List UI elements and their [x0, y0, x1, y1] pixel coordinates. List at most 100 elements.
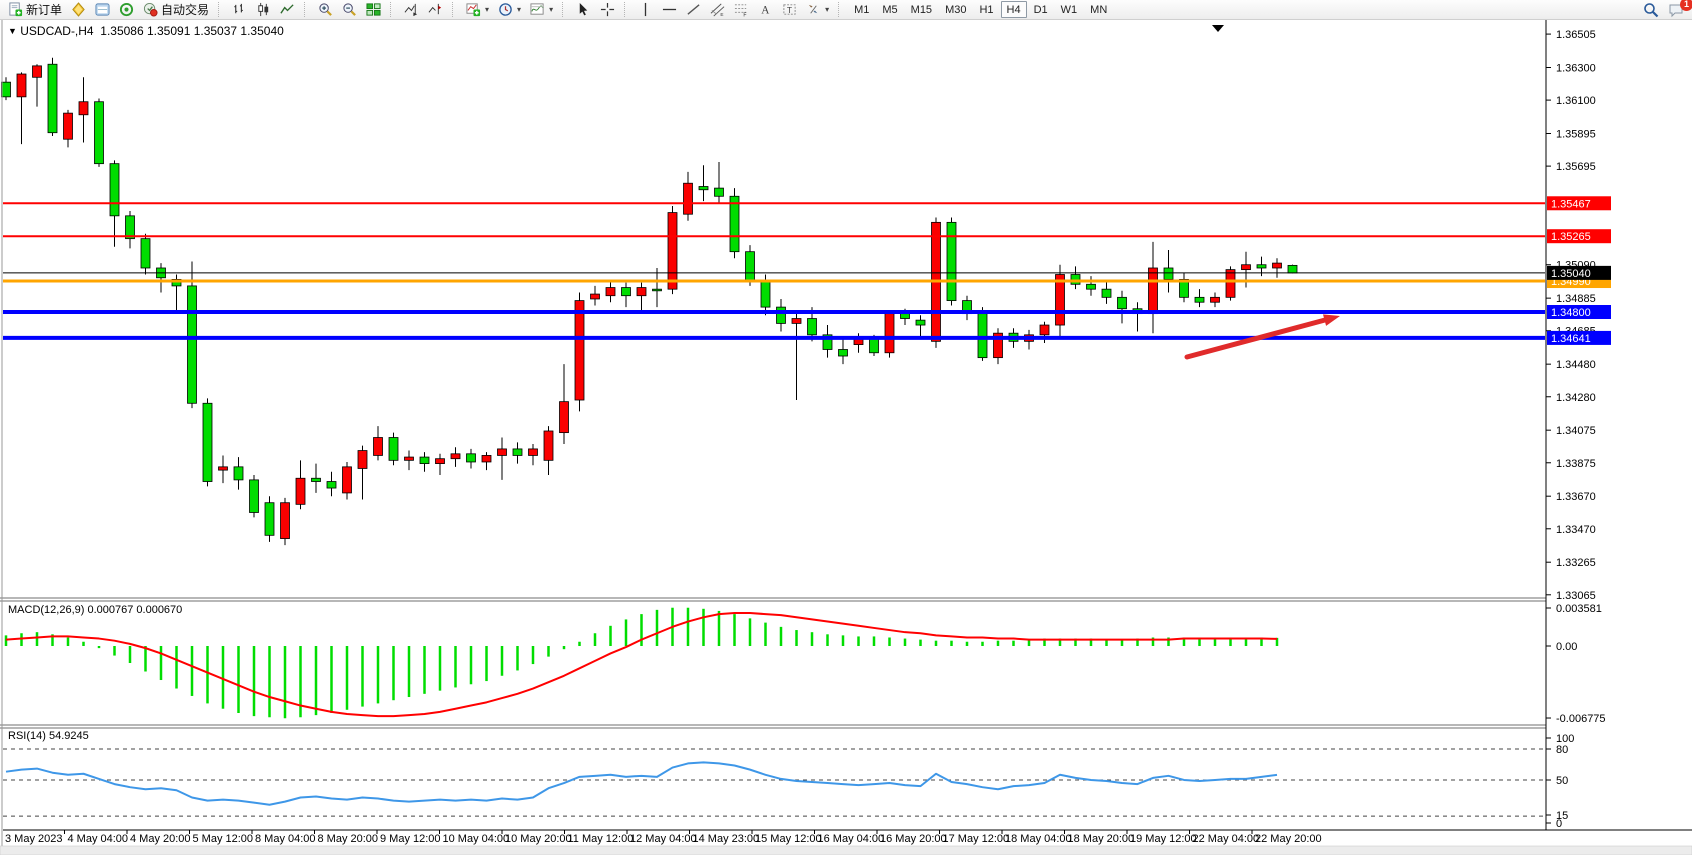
- periods-icon: [499, 3, 512, 16]
- crosshair-button[interactable]: [596, 1, 619, 19]
- chat-button[interactable]: 1: [1664, 0, 1692, 19]
- svg-text:1.34480: 1.34480: [1556, 359, 1596, 371]
- terminal-icon: [95, 3, 110, 16]
- toolbar-separator: [562, 2, 568, 17]
- autotrading-button[interactable]: 自动交易: [139, 1, 213, 19]
- candlestick-chart-button[interactable]: [252, 1, 275, 19]
- time-label: 10 May 04:00: [443, 833, 510, 845]
- zoom-in-icon: [319, 3, 332, 16]
- text-button[interactable]: A: [754, 1, 777, 19]
- main-toolbar: 新订单 自动交易: [0, 0, 1692, 20]
- timeframe-button-h4[interactable]: H4: [1000, 1, 1027, 18]
- search-icon: [1644, 2, 1659, 17]
- svg-text:1.33470: 1.33470: [1556, 524, 1596, 536]
- dropdown-arrow-icon: ▾: [549, 5, 554, 14]
- zoom-out-button[interactable]: [338, 1, 361, 19]
- horizontal-line-button[interactable]: [658, 1, 681, 19]
- timeframe-button-w1[interactable]: W1: [1060, 4, 1078, 16]
- chart-shift-icon: [428, 3, 442, 15]
- chart-shift-marker-icon[interactable]: [1212, 25, 1224, 32]
- fibonacci-icon: F: [735, 4, 747, 17]
- mql-community-icon: [119, 2, 134, 17]
- dropdown-arrow-icon: ▾: [517, 5, 522, 14]
- candlestick-chart-icon: [258, 2, 269, 17]
- rsi-line: [5, 761, 1278, 806]
- vertical-line-button[interactable]: [634, 1, 657, 19]
- auto-scroll-button[interactable]: [400, 1, 423, 19]
- collapse-triangle-icon[interactable]: ▼: [8, 26, 17, 36]
- timeframe-button-m30[interactable]: M30: [945, 4, 967, 16]
- zoom-in-button[interactable]: [314, 1, 337, 19]
- timeframe-button-m5[interactable]: M5: [882, 4, 898, 16]
- timeframe-button-d1[interactable]: D1: [1033, 4, 1048, 16]
- time-label: 3 May 2023: [5, 833, 62, 845]
- time-label: 22 May 20:00: [1255, 833, 1322, 845]
- timeframe-button-h1[interactable]: H1: [979, 4, 994, 16]
- horizontal-lines: [3, 202, 1545, 360]
- mql-community-button[interactable]: [115, 1, 138, 19]
- time-label: 15 May 12:00: [755, 833, 822, 845]
- tile-windows-icon: [366, 3, 381, 16]
- text-label-button[interactable]: T: [778, 1, 801, 19]
- chart-shift-button[interactable]: [424, 1, 447, 19]
- candles: [1, 57, 1298, 546]
- text-icon: A: [761, 5, 770, 17]
- time-label: 4 May 20:00: [130, 833, 191, 845]
- svg-text:1.33265: 1.33265: [1556, 557, 1596, 569]
- terminal-button[interactable]: [91, 1, 114, 19]
- svg-text:15: 15: [1556, 810, 1568, 822]
- time-label: 14 May 23:00: [693, 833, 760, 845]
- timeframe-button-m15[interactable]: M15: [910, 4, 933, 16]
- channel-button[interactable]: E: [706, 1, 729, 19]
- cursor-icon: [579, 2, 588, 16]
- trendline-icon: [687, 4, 700, 15]
- time-label: 17 May 12:00: [943, 833, 1010, 845]
- fibonacci-button[interactable]: F: [730, 1, 753, 19]
- market-depth-button[interactable]: [67, 1, 90, 19]
- svg-text:1.35040: 1.35040: [1551, 268, 1591, 280]
- price-badge-1.35467: [1547, 196, 1611, 211]
- toolbar-separator: [304, 2, 310, 17]
- time-label: 22 May 04:00: [1193, 833, 1260, 845]
- svg-text:0: 0: [1556, 818, 1562, 830]
- templates-icon: [530, 3, 544, 15]
- macd-signal-line: [5, 612, 1278, 718]
- svg-text:A: A: [761, 5, 770, 17]
- timeframe-button-m1[interactable]: M1: [854, 4, 870, 16]
- dropdown-arrow-icon: ▾: [825, 5, 830, 14]
- indicators-button[interactable]: ▾: [462, 1, 493, 19]
- line-chart-button[interactable]: [276, 1, 299, 19]
- toolbar-separator: [838, 2, 844, 17]
- trendline-button[interactable]: [682, 1, 705, 19]
- toolbar-separator: [390, 2, 396, 17]
- timeframe-button-mn[interactable]: MN: [1090, 4, 1108, 16]
- arrows-tool-button[interactable]: ▾: [802, 1, 833, 19]
- svg-text:1.33875: 1.33875: [1556, 458, 1596, 470]
- price-axis: 1.36505 1.36300 1.36100 1.35895 1.35695 1.350…: [1546, 29, 1611, 830]
- new-order-button[interactable]: 新订单: [4, 1, 66, 19]
- time-label: 5 May 12:00: [193, 833, 254, 845]
- time-axis: 3 May 2023 4 May 04:00 4 May 20:00 5 May 12…: [1, 830, 1322, 845]
- svg-text:1.36505: 1.36505: [1556, 29, 1596, 41]
- svg-text:1.36100: 1.36100: [1556, 95, 1596, 107]
- periods-button[interactable]: ▾: [494, 1, 525, 19]
- svg-text:F: F: [743, 13, 746, 17]
- chart-canvas[interactable]: 1.36505 1.36300 1.36100 1.35895 1.35695 1.350…: [0, 20, 1692, 855]
- time-label: 4 May 04:00: [68, 833, 129, 845]
- templates-button[interactable]: ▾: [526, 1, 557, 19]
- toolbar-separator: [624, 2, 630, 17]
- search-button[interactable]: [1639, 1, 1663, 19]
- chart-header: ▼ USDCAD-,H4 1.35086 1.35091 1.35037 1.3…: [8, 24, 284, 38]
- zoom-out-icon: [343, 3, 356, 16]
- bar-chart-button[interactable]: [228, 1, 251, 19]
- new-order-label: 新订单: [26, 3, 63, 17]
- trend-arrow[interactable]: [1184, 317, 1328, 360]
- trend-arrow-head: [1322, 314, 1340, 326]
- time-label: 9 May 12:00: [380, 833, 441, 845]
- cursor-button[interactable]: [572, 1, 595, 19]
- time-label: 18 May 20:00: [1068, 833, 1135, 845]
- tile-windows-button[interactable]: [362, 1, 385, 19]
- svg-text:1.34641: 1.34641: [1551, 333, 1591, 345]
- svg-text:1.33065: 1.33065: [1556, 590, 1596, 602]
- svg-text:1.34280: 1.34280: [1556, 392, 1596, 404]
